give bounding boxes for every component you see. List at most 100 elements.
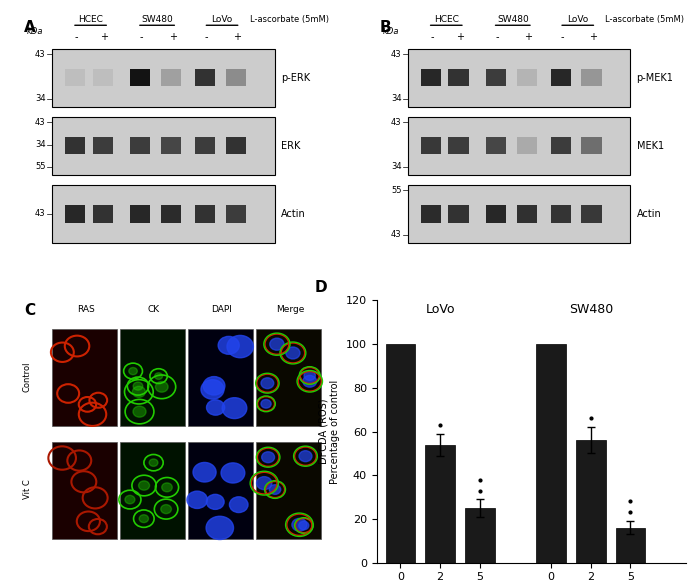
FancyBboxPatch shape (550, 205, 570, 223)
Circle shape (203, 376, 225, 395)
Bar (386, 344, 415, 563)
Circle shape (193, 462, 216, 482)
FancyBboxPatch shape (65, 69, 85, 86)
FancyBboxPatch shape (188, 442, 253, 539)
Bar (536, 344, 566, 563)
Circle shape (227, 335, 253, 358)
Circle shape (304, 371, 316, 380)
Text: CK: CK (148, 304, 160, 314)
Text: L-ascorbate (5mM): L-ascorbate (5mM) (606, 15, 685, 24)
FancyBboxPatch shape (226, 205, 246, 223)
FancyBboxPatch shape (517, 137, 537, 154)
Text: Time (hr): Time (hr) (0, 579, 1, 580)
Circle shape (270, 338, 284, 350)
Circle shape (230, 497, 248, 513)
Text: +: + (589, 32, 597, 42)
Circle shape (261, 400, 271, 408)
Circle shape (161, 505, 172, 514)
Circle shape (256, 477, 272, 490)
Text: +: + (456, 32, 464, 42)
Text: Actin: Actin (636, 209, 662, 219)
Text: SW480: SW480 (568, 303, 613, 316)
Text: Merge: Merge (276, 304, 304, 314)
FancyBboxPatch shape (407, 117, 630, 175)
Circle shape (206, 494, 224, 509)
Text: Vit C: Vit C (22, 479, 32, 499)
FancyBboxPatch shape (449, 69, 468, 86)
FancyBboxPatch shape (161, 205, 181, 223)
FancyBboxPatch shape (52, 329, 117, 426)
FancyBboxPatch shape (407, 49, 630, 107)
Text: LoVo: LoVo (211, 15, 232, 24)
FancyBboxPatch shape (52, 442, 117, 539)
Text: ERK: ERK (281, 141, 300, 151)
FancyBboxPatch shape (65, 137, 85, 154)
Text: 43: 43 (391, 50, 401, 59)
Text: 55: 55 (391, 186, 401, 195)
FancyBboxPatch shape (52, 185, 274, 243)
Text: 55: 55 (35, 162, 46, 171)
Text: SW480: SW480 (141, 15, 173, 24)
FancyBboxPatch shape (120, 442, 185, 539)
Text: 43: 43 (35, 50, 46, 59)
Text: B: B (380, 20, 391, 35)
Text: kDa: kDa (27, 27, 43, 37)
Text: +: + (524, 32, 532, 42)
Circle shape (187, 491, 207, 509)
FancyBboxPatch shape (407, 185, 630, 243)
FancyBboxPatch shape (449, 137, 468, 154)
Text: 34: 34 (35, 140, 46, 149)
Circle shape (125, 495, 135, 504)
Circle shape (129, 368, 137, 375)
Circle shape (139, 481, 150, 490)
Bar (615, 528, 645, 563)
Y-axis label: DFCDA (ROS)
Percentage of control: DFCDA (ROS) Percentage of control (318, 379, 340, 484)
Circle shape (262, 452, 274, 463)
Circle shape (206, 516, 234, 539)
Circle shape (292, 519, 307, 531)
Text: p-MEK1: p-MEK1 (636, 72, 673, 83)
Circle shape (149, 459, 158, 466)
Text: D: D (315, 280, 328, 295)
Circle shape (139, 514, 148, 523)
Circle shape (132, 386, 146, 397)
Text: SW480: SW480 (497, 15, 528, 24)
Text: LoVo: LoVo (567, 15, 589, 24)
Text: +: + (169, 32, 176, 42)
FancyBboxPatch shape (550, 69, 570, 86)
Circle shape (162, 483, 172, 492)
Text: -: - (140, 32, 143, 42)
Text: 34: 34 (391, 162, 401, 171)
Text: 43: 43 (35, 209, 46, 219)
FancyBboxPatch shape (130, 137, 150, 154)
Text: 43: 43 (35, 118, 46, 127)
FancyBboxPatch shape (449, 205, 468, 223)
FancyBboxPatch shape (226, 69, 246, 86)
FancyBboxPatch shape (421, 69, 441, 86)
FancyBboxPatch shape (226, 137, 246, 154)
Text: 43: 43 (391, 118, 401, 127)
Circle shape (270, 485, 281, 494)
FancyBboxPatch shape (582, 69, 601, 86)
Circle shape (286, 347, 300, 359)
Text: Actin: Actin (281, 209, 306, 219)
FancyBboxPatch shape (65, 205, 85, 223)
FancyBboxPatch shape (93, 137, 113, 154)
Circle shape (155, 382, 168, 392)
Text: -: - (561, 32, 564, 42)
Circle shape (221, 463, 245, 483)
FancyBboxPatch shape (517, 205, 537, 223)
Text: L-ascorbate (5mM): L-ascorbate (5mM) (250, 15, 329, 24)
FancyBboxPatch shape (195, 137, 215, 154)
Bar (576, 440, 606, 563)
Text: +: + (101, 32, 108, 42)
Text: A: A (24, 20, 36, 35)
FancyBboxPatch shape (130, 205, 150, 223)
FancyBboxPatch shape (421, 205, 441, 223)
FancyBboxPatch shape (161, 69, 181, 86)
Bar (426, 445, 455, 563)
FancyBboxPatch shape (93, 205, 113, 223)
Circle shape (201, 380, 224, 399)
Bar (465, 508, 495, 563)
Text: kDa: kDa (383, 27, 400, 37)
